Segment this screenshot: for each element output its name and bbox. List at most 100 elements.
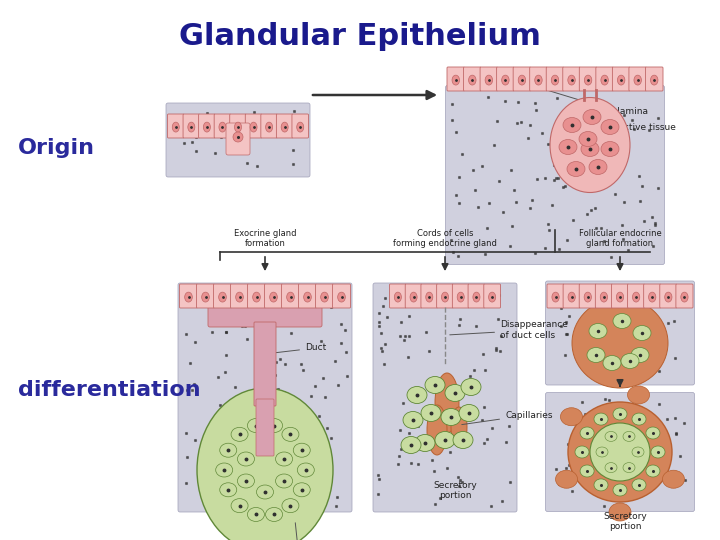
Ellipse shape <box>457 292 464 302</box>
Ellipse shape <box>293 443 310 457</box>
FancyBboxPatch shape <box>546 67 564 91</box>
FancyBboxPatch shape <box>596 67 613 91</box>
FancyBboxPatch shape <box>405 284 422 308</box>
Ellipse shape <box>613 408 627 420</box>
Ellipse shape <box>628 386 649 404</box>
Ellipse shape <box>231 427 248 441</box>
Ellipse shape <box>600 292 608 302</box>
Ellipse shape <box>650 75 658 85</box>
Ellipse shape <box>293 483 310 497</box>
Ellipse shape <box>585 75 592 85</box>
Ellipse shape <box>535 75 542 85</box>
Ellipse shape <box>441 408 461 426</box>
Ellipse shape <box>589 159 607 174</box>
Ellipse shape <box>425 376 445 394</box>
FancyBboxPatch shape <box>214 284 232 308</box>
Ellipse shape <box>613 314 631 328</box>
Ellipse shape <box>266 122 273 132</box>
Ellipse shape <box>601 75 608 85</box>
Ellipse shape <box>407 387 427 403</box>
Ellipse shape <box>594 479 608 491</box>
FancyBboxPatch shape <box>436 284 454 308</box>
FancyBboxPatch shape <box>214 114 230 138</box>
Ellipse shape <box>282 498 299 512</box>
FancyBboxPatch shape <box>447 67 464 91</box>
FancyBboxPatch shape <box>246 114 262 138</box>
FancyBboxPatch shape <box>248 284 266 308</box>
Ellipse shape <box>435 373 459 433</box>
FancyBboxPatch shape <box>660 284 677 308</box>
Ellipse shape <box>651 446 665 458</box>
Ellipse shape <box>632 447 644 457</box>
Ellipse shape <box>613 484 627 496</box>
FancyBboxPatch shape <box>530 67 547 91</box>
Text: Disappearance
of duct cells: Disappearance of duct cells <box>450 320 568 340</box>
Ellipse shape <box>473 292 480 302</box>
Ellipse shape <box>665 292 672 302</box>
Ellipse shape <box>575 446 589 458</box>
FancyBboxPatch shape <box>421 284 438 308</box>
Ellipse shape <box>590 423 650 481</box>
Ellipse shape <box>634 75 642 85</box>
Text: Origin: Origin <box>18 138 95 158</box>
Ellipse shape <box>559 139 577 154</box>
Ellipse shape <box>202 292 210 302</box>
Ellipse shape <box>631 348 649 362</box>
Ellipse shape <box>219 122 226 132</box>
Ellipse shape <box>621 354 639 368</box>
Ellipse shape <box>580 427 594 439</box>
Ellipse shape <box>567 161 585 177</box>
FancyBboxPatch shape <box>256 399 274 456</box>
Ellipse shape <box>297 463 315 477</box>
FancyBboxPatch shape <box>563 67 580 91</box>
FancyBboxPatch shape <box>261 114 277 138</box>
FancyBboxPatch shape <box>230 284 248 308</box>
FancyBboxPatch shape <box>168 114 184 138</box>
FancyBboxPatch shape <box>563 284 580 308</box>
Text: differentiation: differentiation <box>18 380 201 400</box>
Ellipse shape <box>188 122 195 132</box>
Ellipse shape <box>270 292 277 302</box>
Text: Duct: Duct <box>276 343 326 353</box>
Ellipse shape <box>584 292 591 302</box>
Ellipse shape <box>572 298 668 388</box>
Ellipse shape <box>596 447 608 457</box>
Ellipse shape <box>552 75 559 85</box>
Text: Follicular endocrine
gland formation: Follicular endocrine gland formation <box>579 228 662 248</box>
FancyBboxPatch shape <box>547 284 564 308</box>
Ellipse shape <box>601 141 619 157</box>
Ellipse shape <box>568 75 575 85</box>
FancyBboxPatch shape <box>546 393 695 511</box>
Ellipse shape <box>563 118 581 132</box>
FancyBboxPatch shape <box>580 67 597 91</box>
Ellipse shape <box>568 292 575 302</box>
Ellipse shape <box>282 427 299 441</box>
FancyBboxPatch shape <box>390 284 406 308</box>
Ellipse shape <box>427 405 447 455</box>
Ellipse shape <box>552 292 559 302</box>
Text: Exocrine gland
formation: Exocrine gland formation <box>234 228 296 248</box>
Ellipse shape <box>605 431 617 441</box>
Ellipse shape <box>583 110 601 125</box>
Ellipse shape <box>297 122 304 132</box>
Ellipse shape <box>304 292 311 302</box>
Ellipse shape <box>395 292 401 302</box>
Ellipse shape <box>459 404 479 422</box>
FancyBboxPatch shape <box>197 284 215 308</box>
Text: Capillaries: Capillaries <box>462 410 552 424</box>
FancyBboxPatch shape <box>183 114 199 138</box>
Ellipse shape <box>172 122 179 132</box>
Ellipse shape <box>250 122 257 132</box>
Ellipse shape <box>410 292 417 302</box>
Ellipse shape <box>256 441 274 455</box>
Ellipse shape <box>441 292 449 302</box>
FancyBboxPatch shape <box>373 283 517 512</box>
FancyBboxPatch shape <box>179 284 197 308</box>
FancyBboxPatch shape <box>299 284 317 308</box>
FancyBboxPatch shape <box>452 284 469 308</box>
Ellipse shape <box>184 292 192 302</box>
FancyBboxPatch shape <box>484 284 500 308</box>
FancyBboxPatch shape <box>629 67 647 91</box>
Ellipse shape <box>609 503 631 521</box>
Ellipse shape <box>235 122 241 132</box>
